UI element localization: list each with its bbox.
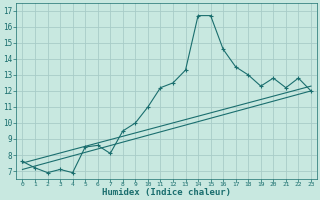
- X-axis label: Humidex (Indice chaleur): Humidex (Indice chaleur): [102, 188, 231, 197]
